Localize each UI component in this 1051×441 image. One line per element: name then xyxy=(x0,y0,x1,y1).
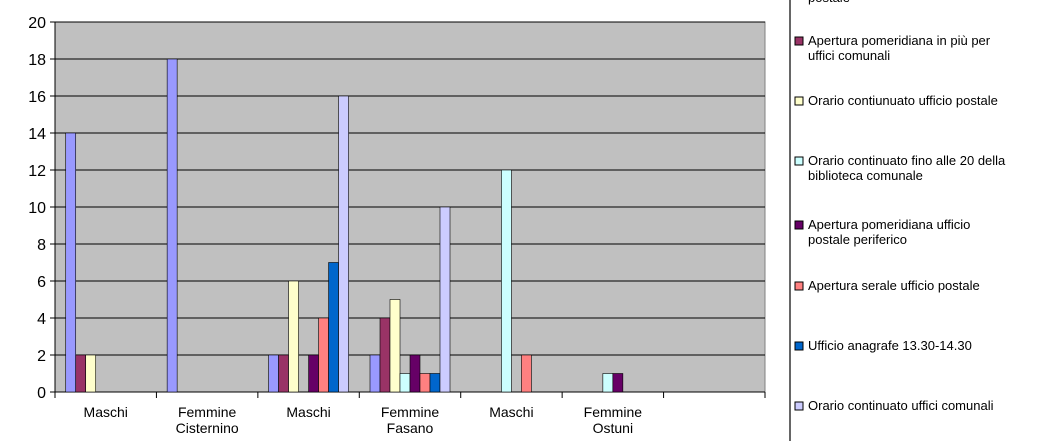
y-tick-label: 12 xyxy=(28,163,46,180)
bar xyxy=(75,354,87,393)
legend-swatch xyxy=(794,220,804,230)
bar xyxy=(612,373,624,393)
bar xyxy=(166,58,178,393)
x-category-label: Maschi xyxy=(286,404,330,420)
legend-label: postale periferico xyxy=(808,232,907,247)
bar xyxy=(602,373,614,393)
bar xyxy=(288,280,299,393)
legend-swatch xyxy=(794,36,804,46)
x-category-label: Fasano xyxy=(387,420,434,436)
bar xyxy=(308,354,319,393)
legend-label: Apertura pomeridiana ufficio xyxy=(808,217,970,232)
x-category-label: Femmine xyxy=(178,404,237,420)
bar xyxy=(429,373,441,393)
y-tick-label: 16 xyxy=(28,89,46,106)
bar xyxy=(268,354,279,393)
bar xyxy=(338,95,349,393)
bar xyxy=(389,299,401,393)
legend-label: biblioteca comunale xyxy=(808,168,923,183)
y-tick-label: 20 xyxy=(28,15,46,32)
legend-swatch xyxy=(794,96,804,106)
bar xyxy=(65,132,77,393)
bar xyxy=(328,262,339,393)
legend-label: Ufficio anagrafe 13.30-14.30 xyxy=(808,338,972,353)
bar xyxy=(439,206,451,393)
legend-label: Apertura pomeridiana in più per xyxy=(808,33,991,48)
y-tick-label: 6 xyxy=(37,274,46,291)
legend-swatch xyxy=(794,156,804,166)
y-tick-label: 18 xyxy=(28,52,46,69)
legend-swatch xyxy=(794,281,804,291)
bar xyxy=(419,373,431,393)
legend-label: Orario continuato fino alle 20 della xyxy=(808,153,1006,168)
legend-label: Orario contiunuato ufficio postale xyxy=(808,93,998,108)
bar xyxy=(278,354,289,393)
x-category-label: Maschi xyxy=(84,404,128,420)
legend-swatch xyxy=(794,341,804,351)
legend-label: uffici comunali xyxy=(808,48,890,63)
x-category-label: Femmine xyxy=(381,404,440,420)
x-category-label: Femmine xyxy=(584,404,643,420)
y-tick-label: 2 xyxy=(37,348,46,365)
bar xyxy=(379,317,391,393)
x-category-label: Ostuni xyxy=(593,420,633,436)
legend-label: Apertura serale ufficio postale xyxy=(808,278,980,293)
legend-swatch xyxy=(794,401,804,411)
legend: postale Apertura pomeridiana in più peruf… xyxy=(789,0,1006,441)
bar xyxy=(369,354,381,393)
y-tick-label: 8 xyxy=(37,237,46,254)
bar xyxy=(318,317,329,393)
bar xyxy=(399,373,411,393)
bar xyxy=(85,354,97,393)
bar xyxy=(521,354,532,393)
bar xyxy=(409,354,421,393)
y-tick-label: 4 xyxy=(37,311,46,328)
y-tick-label: 10 xyxy=(28,200,46,217)
y-tick-label: 0 xyxy=(37,385,46,402)
y-tick-label: 14 xyxy=(28,126,46,143)
legend-label: Orario continuato uffici comunali xyxy=(808,398,994,413)
x-category-label: Maschi xyxy=(489,404,533,420)
x-category-label: Cisternino xyxy=(176,420,239,436)
bar xyxy=(501,169,512,393)
legend-label: postale xyxy=(808,0,850,5)
